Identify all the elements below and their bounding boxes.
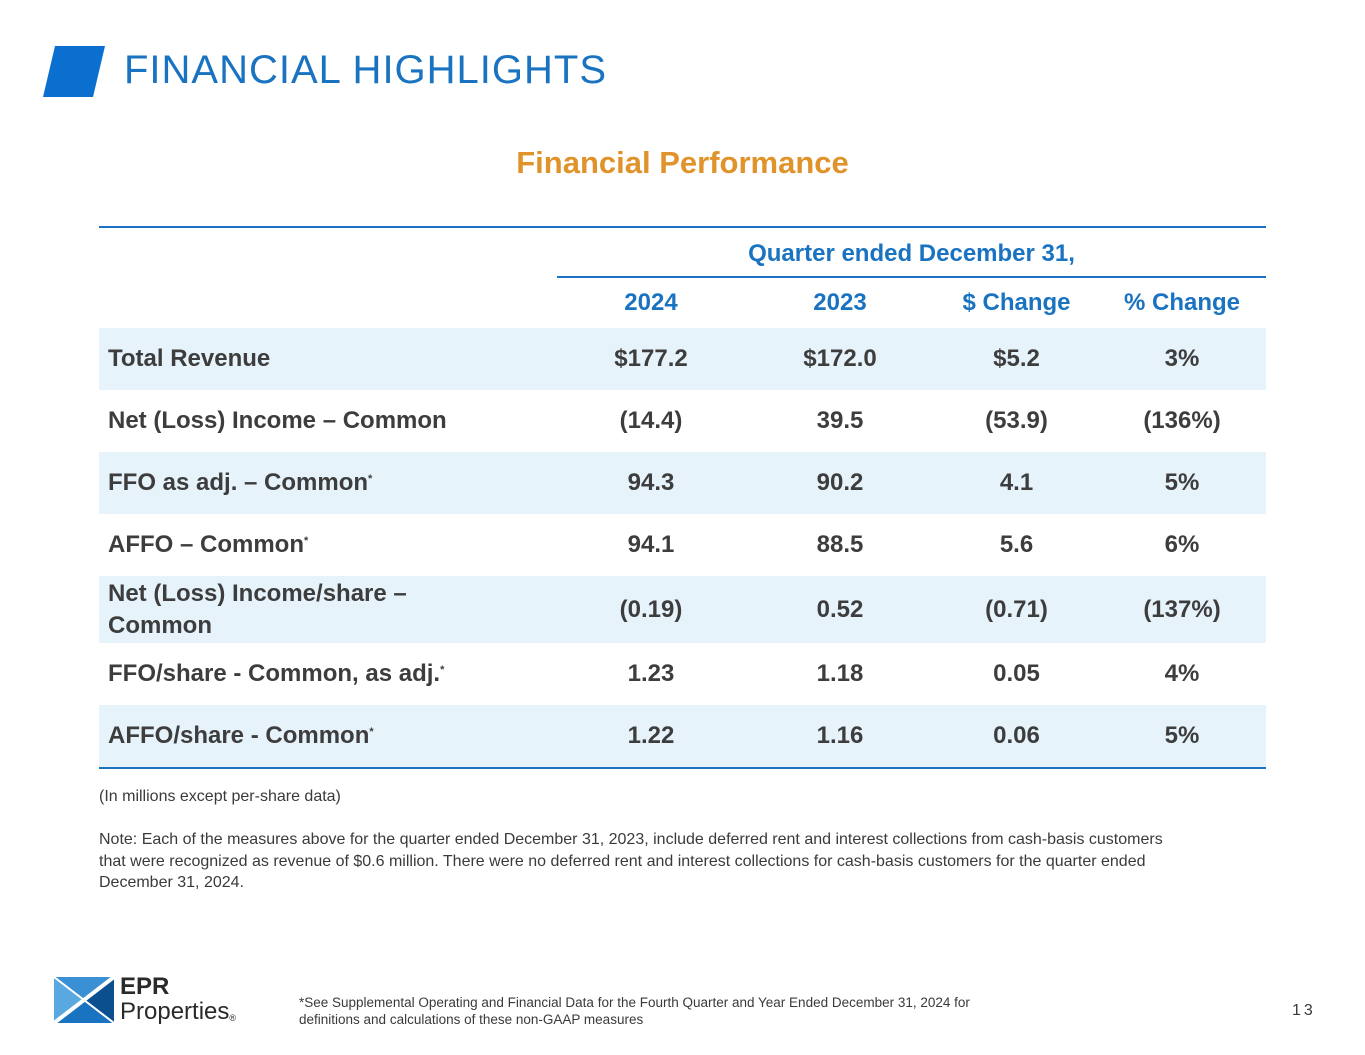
source-footnote: *See Supplemental Operating and Financia… bbox=[299, 995, 970, 1027]
cell-dollar-change: 4.1 bbox=[999, 469, 1034, 496]
column-header-2023: 2023 bbox=[813, 289, 867, 316]
table-row: AFFO – Common* 94.1 88.5 5.6 6% bbox=[99, 514, 1266, 576]
cell-2023: 1.16 bbox=[816, 722, 864, 749]
cell-percent-change: (137%) bbox=[1143, 595, 1221, 623]
page-number: 13 bbox=[1292, 1002, 1316, 1019]
logo-wordmark-properties: Properties® bbox=[120, 998, 237, 1025]
cell-2024: 94.1 bbox=[627, 531, 675, 558]
row-label: AFFO/share - Common* bbox=[108, 722, 374, 749]
cell-percent-change: 5% bbox=[1164, 722, 1200, 749]
table-row: Net (Loss) Income – Common (14.4) 39.5 (… bbox=[99, 390, 1266, 452]
row-label: FFO as adj. – Common* bbox=[108, 469, 373, 496]
row-label: Net (Loss) Income/share – Common bbox=[108, 579, 407, 639]
table-row: AFFO/share - Common* 1.22 1.16 0.06 5% bbox=[99, 705, 1266, 767]
cell-2024: 1.22 bbox=[627, 722, 675, 749]
cell-2024: 1.23 bbox=[627, 660, 675, 687]
logo-wordmark-epr: EPR bbox=[120, 973, 170, 1000]
table-column-headers: 2024 2023 $ Change % Change bbox=[99, 278, 1266, 328]
cell-2024: (14.4) bbox=[619, 407, 683, 434]
cell-dollar-change: 0.05 bbox=[993, 660, 1040, 687]
row-label: AFFO – Common* bbox=[108, 531, 309, 558]
table-row: FFO as adj. – Common* 94.3 90.2 4.1 5% bbox=[99, 452, 1266, 514]
note-paragraph: Note: Each of the measures above for the… bbox=[99, 831, 1163, 891]
group-header-label: Quarter ended December 31, bbox=[557, 228, 1266, 278]
header-accent-bar bbox=[43, 46, 105, 97]
cell-2024: $177.2 bbox=[614, 345, 688, 372]
column-header-percent-change: % Change bbox=[1123, 289, 1240, 316]
cell-percent-change: 3% bbox=[1164, 345, 1200, 372]
column-header-2024: 2024 bbox=[624, 289, 678, 316]
cell-2023: $172.0 bbox=[803, 345, 877, 372]
row-label: Net (Loss) Income – Common bbox=[108, 407, 447, 434]
cell-percent-change: 6% bbox=[1164, 531, 1200, 558]
cell-2023: 0.52 bbox=[816, 595, 864, 623]
cell-2023: 1.18 bbox=[816, 660, 864, 687]
column-header-dollar-change: $ Change bbox=[962, 289, 1071, 316]
cell-dollar-change: (0.71) bbox=[985, 595, 1048, 623]
cell-percent-change: (136%) bbox=[1143, 407, 1221, 434]
row-label: FFO/share - Common, as adj.* bbox=[108, 660, 445, 687]
cell-2023: 90.2 bbox=[816, 469, 864, 496]
epr-logo-icon bbox=[54, 977, 114, 1023]
cell-percent-change: 4% bbox=[1164, 660, 1200, 687]
table-row: Total Revenue $177.2 $172.0 $5.2 3% bbox=[99, 328, 1266, 390]
cell-dollar-change: (53.9) bbox=[985, 407, 1048, 434]
cell-dollar-change: $5.2 bbox=[993, 345, 1040, 372]
cell-2024: 94.3 bbox=[627, 469, 675, 496]
cell-2024: (0.19) bbox=[619, 595, 683, 623]
table-group-header: Quarter ended December 31, bbox=[99, 228, 1266, 278]
section-title: Financial Performance bbox=[516, 145, 849, 180]
row-label: Total Revenue bbox=[108, 345, 271, 372]
financial-performance-table: Quarter ended December 31, 2024 2023 $ C… bbox=[99, 226, 1266, 769]
table-row: FFO/share - Common, as adj.* 1.23 1.18 0… bbox=[99, 643, 1266, 705]
cell-dollar-change: 5.6 bbox=[999, 531, 1034, 558]
cell-2023: 88.5 bbox=[816, 531, 864, 558]
table-row: Net (Loss) Income/share – Common (0.19) … bbox=[99, 576, 1266, 643]
cell-percent-change: 5% bbox=[1164, 469, 1200, 496]
cell-dollar-change: 0.06 bbox=[993, 722, 1040, 749]
page-title: FINANCIAL HIGHLIGHTS bbox=[124, 48, 608, 92]
units-footnote: (In millions except per-share data) bbox=[99, 788, 341, 805]
cell-2023: 39.5 bbox=[816, 407, 864, 434]
